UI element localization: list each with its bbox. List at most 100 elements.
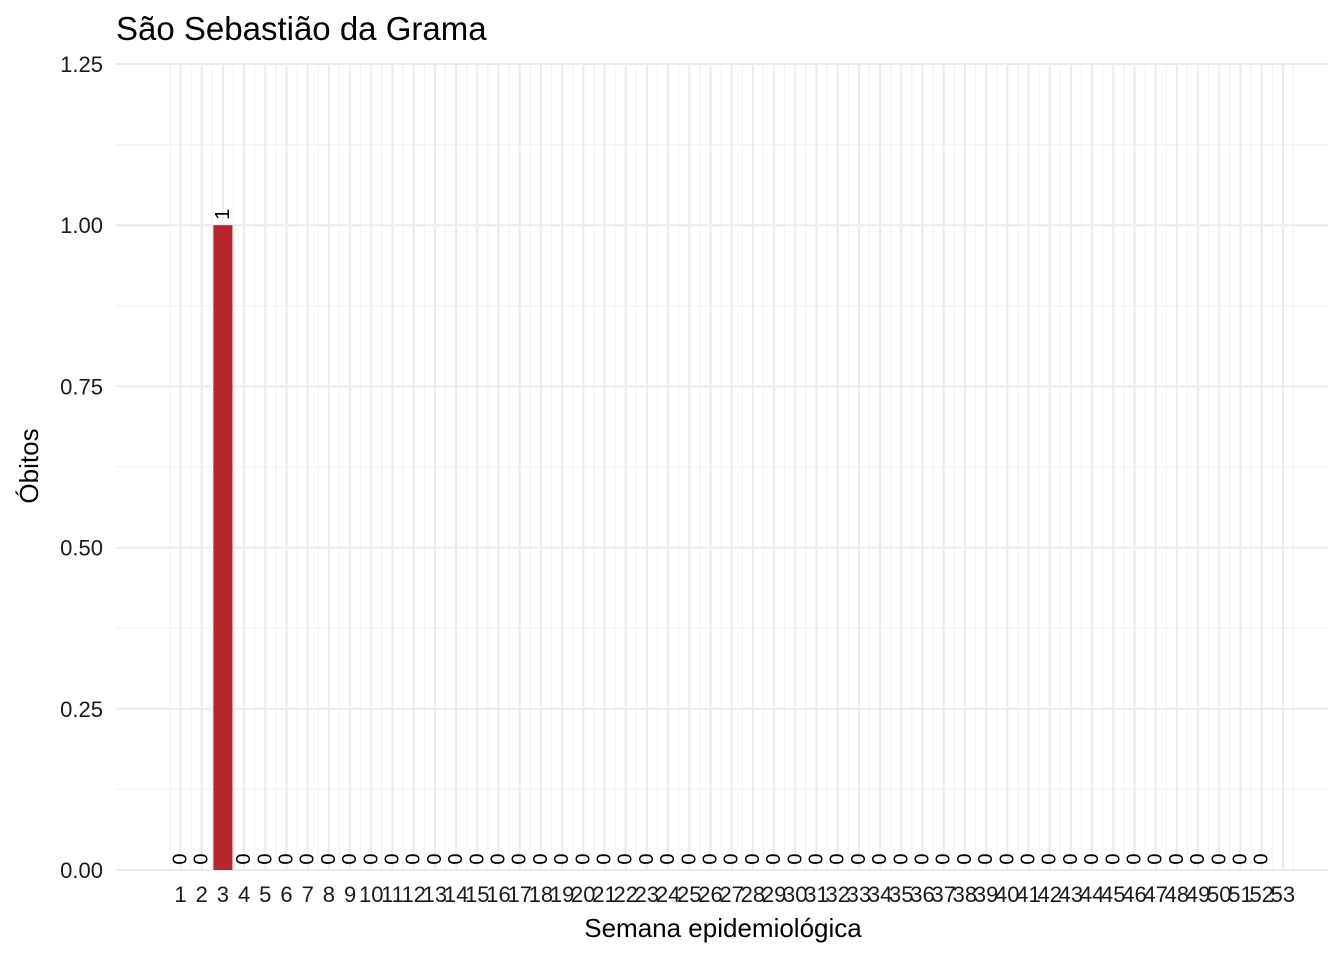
x-tick-label: 39 [974,882,998,907]
x-tick-label: 24 [656,882,680,907]
data-label: 0 [1102,853,1124,864]
x-tick-label: 7 [302,882,314,907]
x-tick-label: 22 [613,882,637,907]
x-tick-labels: 1 2 3 4 5 6 7 8 9 1011121314151617181920212223242… [174,882,1295,907]
x-tick-label: 25 [677,882,701,907]
x-tick-label: 35 [889,882,913,907]
x-tick-label: 48 [1165,882,1189,907]
data-label: 0 [318,853,340,864]
x-tick-label: 47 [1143,882,1167,907]
x-tick-label: 16 [486,882,510,907]
x-tick-label: 32 [825,882,849,907]
x-tick-label: 18 [529,882,553,907]
data-label: 0 [784,853,806,864]
x-tick-label: 34 [868,882,892,907]
x-tick-label: 51 [1228,882,1252,907]
data-label: 0 [382,853,404,864]
x-tick-label: 49 [1186,882,1210,907]
data-label: 0 [594,853,616,864]
data-label: 0 [848,853,870,864]
data-label: 0 [996,853,1018,864]
data-label: 0 [1251,853,1273,864]
x-axis-title: Semana epidemiológica [584,913,862,943]
x-tick-label: 17 [507,882,531,907]
data-label: 0 [339,853,361,864]
data-label: 0 [254,853,276,864]
x-tick-label: 46 [1122,882,1146,907]
y-tick-label: 0.00 [60,858,103,883]
chart-title: São Sebastião da Grama [116,10,487,47]
x-tick-label: 12 [401,882,425,907]
data-label: 0 [276,853,298,864]
data-label: 0 [1187,853,1209,864]
x-tick-label: 52 [1249,882,1273,907]
x-tick-label: 1 [174,882,186,907]
x-tick-label: 8 [323,882,335,907]
data-label: 0 [191,853,213,864]
data-label: 0 [360,853,382,864]
data-label: 0 [1230,853,1252,864]
y-tick-label: 0.75 [60,374,103,399]
x-tick-label: 27 [719,882,743,907]
x-tick-label: 15 [465,882,489,907]
data-label: 0 [954,853,976,864]
data-labels: 0 010 0 0 0 0 0 0 0 0 0 0 0 0 0 0 0 0 0 0 0 0 0 0 0 0 0 0 0 0 0 0 0 0 0 0 0 0… [170,209,1273,865]
bar [213,225,233,870]
data-label: 1 [212,209,234,220]
bars [213,225,233,870]
x-tick-label: 37 [931,882,955,907]
data-label: 0 [1124,853,1146,864]
x-tick-label: 4 [238,882,250,907]
data-label: 0 [1018,853,1040,864]
x-tick-label: 43 [1059,882,1083,907]
y-tick-label: 0.25 [60,697,103,722]
x-tick-label: 11 [381,882,404,907]
x-tick-label: 38 [953,882,977,907]
data-label: 0 [700,853,722,864]
data-label: 0 [615,853,637,864]
data-label: 0 [551,853,573,864]
x-tick-label: 36 [910,882,934,907]
data-label: 0 [297,853,319,864]
data-label: 0 [827,853,849,864]
x-tick-label: 44 [1080,882,1104,907]
data-label: 0 [869,853,891,864]
data-label: 0 [975,853,997,864]
data-label: 0 [636,853,658,864]
x-tick-label: 53 [1271,882,1295,907]
x-tick-label: 45 [1101,882,1125,907]
x-tick-label: 33 [847,882,871,907]
x-tick-label: 40 [995,882,1019,907]
data-label: 0 [170,853,192,864]
data-label: 0 [806,853,828,864]
data-label: 0 [657,853,679,864]
data-label: 0 [721,853,743,864]
x-tick-label: 5 [259,882,271,907]
x-tick-label: 6 [280,882,292,907]
data-label: 0 [509,853,531,864]
y-tick-label: 1.25 [60,52,103,77]
data-label: 0 [1060,853,1082,864]
x-tick-label: 9 [344,882,356,907]
x-tick-label: 29 [762,882,786,907]
x-tick-label: 41 [1016,882,1040,907]
data-label: 0 [530,853,552,864]
data-label: 0 [233,853,255,864]
data-label: 0 [1166,853,1188,864]
x-tick-label: 3 [217,882,229,907]
data-label: 0 [1039,853,1061,864]
data-label: 0 [445,853,467,864]
data-label: 0 [1208,853,1230,864]
x-tick-label: 31 [804,882,828,907]
x-tick-label: 21 [592,882,616,907]
data-label: 0 [488,853,510,864]
data-label: 0 [572,853,594,864]
data-label: 0 [466,853,488,864]
x-tick-label: 20 [571,882,595,907]
x-tick-label: 42 [1037,882,1061,907]
grid [116,63,1328,871]
y-tick-label: 0.50 [60,536,103,561]
x-tick-label: 2 [196,882,208,907]
x-tick-label: 30 [783,882,807,907]
